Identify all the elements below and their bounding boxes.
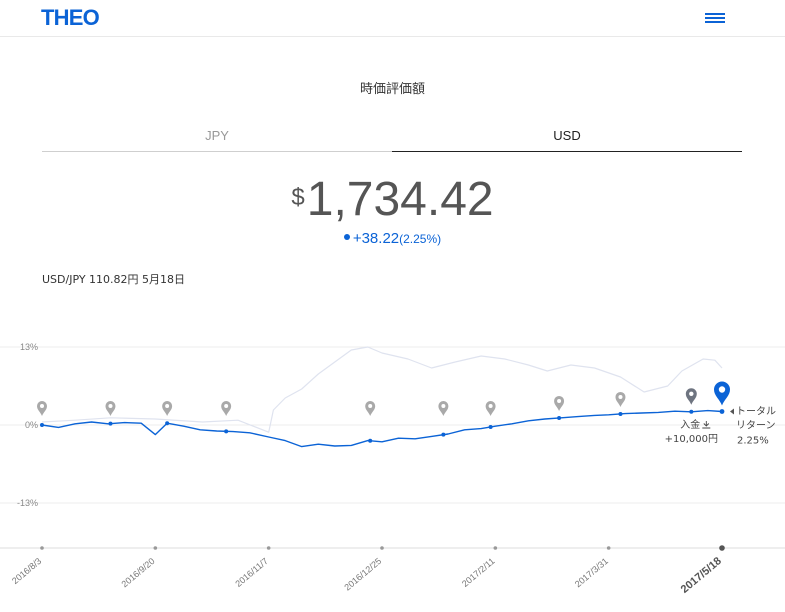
- change-dot-icon: [343, 234, 350, 240]
- fx-rate-note: USD/JPY 110.82円 5月18日: [42, 273, 186, 286]
- deposit-pin-icon-hole: [488, 404, 493, 408]
- x-tick-dot: [266, 546, 271, 550]
- current-position-pin-icon-hole: [718, 386, 726, 393]
- deposit-pin-icon[interactable]: [37, 401, 47, 416]
- x-tick-dot: [493, 546, 498, 550]
- deposit-pin-icon-hole: [224, 404, 229, 408]
- x-tick-label: 2016/11/7: [233, 556, 270, 589]
- current-point-dot: [719, 409, 725, 414]
- y-tick-label: -13%: [17, 498, 38, 508]
- deposit-pin-icon[interactable]: [105, 401, 116, 416]
- x-tick-dot: [40, 546, 44, 550]
- total-return-label-2: リターン: [736, 420, 776, 432]
- x-tick-dot: [153, 546, 158, 550]
- benchmark-line: [41, 346, 723, 433]
- deposit-latest-pin-icon-hole: [689, 391, 694, 396]
- tab-usd[interactable]: USD: [392, 128, 742, 152]
- current-position-pin-icon[interactable]: [714, 381, 730, 406]
- deposit-pin-icon-hole: [441, 404, 446, 408]
- deposit-label: 入金: [680, 418, 700, 431]
- section-title: 時価評価額: [359, 82, 425, 97]
- valuation-change: +38.22(2.25%): [0, 230, 785, 248]
- deposit-amount: +10,000円: [665, 434, 718, 445]
- deposit-pin-icon[interactable]: [365, 401, 376, 416]
- amount-value: 1,734.42: [306, 173, 494, 226]
- deposit-pin-icon-hole: [40, 404, 44, 408]
- deposit-pin-icon-hole: [108, 404, 113, 408]
- x-tick-dot: [380, 546, 384, 550]
- deposit-pin-icon[interactable]: [615, 391, 626, 407]
- total-return-label: トータル: [736, 406, 776, 418]
- x-tick-label: 2017/2/11: [460, 556, 497, 589]
- data-point-dot: [488, 425, 493, 429]
- change-percent: (2.25%): [399, 232, 442, 246]
- deposit-pin-icon[interactable]: [554, 395, 565, 411]
- x-tick-dot: [719, 545, 725, 551]
- data-point-dot: [165, 421, 170, 426]
- deposit-pin-icon-hole: [557, 398, 562, 403]
- data-point-dot: [557, 415, 562, 420]
- total-return-value: 2.25%: [737, 436, 769, 447]
- valuation-amount: $1,734.42: [0, 172, 785, 227]
- deposit-pin-icon[interactable]: [221, 401, 232, 416]
- data-point-dot: [441, 432, 446, 437]
- header: THEO: [0, 0, 785, 37]
- y-tick-label: 0%: [25, 420, 38, 430]
- data-point-dot: [618, 411, 623, 416]
- currency-symbol: $: [291, 184, 305, 211]
- data-point-dot: [40, 423, 44, 427]
- deposit-download-icon: [702, 421, 711, 429]
- deposit-pin-icon[interactable]: [485, 401, 496, 416]
- deposit-pin-icon-hole: [165, 404, 170, 408]
- change-absolute: +38.22: [352, 230, 400, 247]
- x-tick-label: 2017/3/31: [573, 556, 610, 589]
- deposit-pin-icon-hole: [618, 394, 623, 399]
- x-tick-label: 2016/9/20: [120, 556, 157, 589]
- deposit-latest-pin-icon[interactable]: [685, 388, 697, 405]
- tab-jpy[interactable]: JPY: [42, 128, 392, 152]
- deposit-pin-icon[interactable]: [162, 401, 173, 416]
- portfolio-line: [41, 409, 723, 448]
- total-return-pointer-icon: [730, 408, 734, 415]
- data-point-dot: [108, 421, 113, 426]
- x-tick-label: 2017/5/18: [679, 555, 724, 596]
- hamburger-menu-icon[interactable]: [703, 10, 727, 26]
- data-point-dot: [224, 429, 229, 434]
- deposit-pin-icon-hole: [368, 404, 373, 408]
- deposit-pin-icon[interactable]: [438, 401, 449, 416]
- x-tick-label: 2016/8/3: [10, 556, 43, 586]
- y-tick-label: 13%: [20, 342, 38, 352]
- theo-logo[interactable]: THEO: [41, 5, 100, 30]
- x-tick-dot: [606, 546, 611, 550]
- data-point-dot: [689, 409, 694, 414]
- x-tick-label: 2016/12/25: [342, 556, 383, 593]
- data-point-dot: [368, 438, 373, 443]
- currency-tabs: JPY USD: [42, 128, 742, 152]
